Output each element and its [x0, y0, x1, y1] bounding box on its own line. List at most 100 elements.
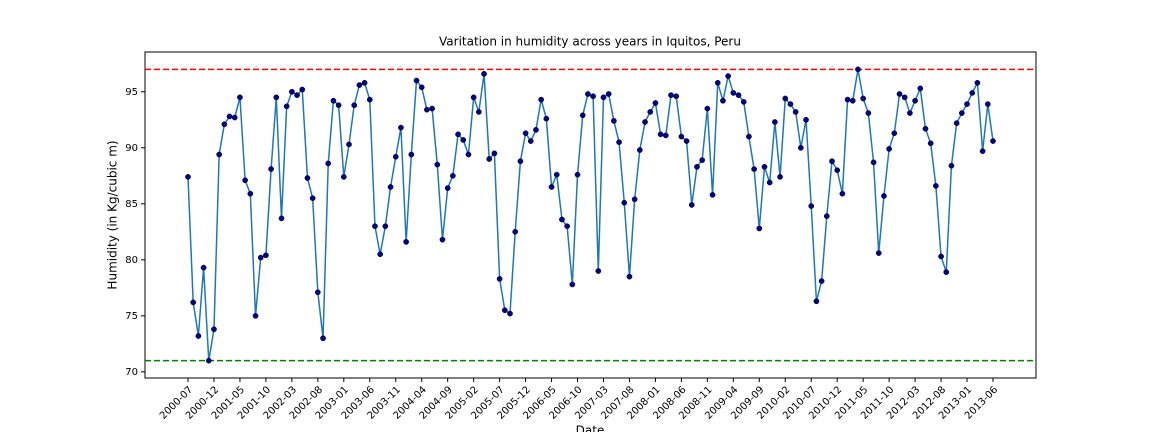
point: [263, 252, 269, 259]
point: [626, 273, 633, 280]
point: [808, 203, 815, 209]
point: [735, 92, 742, 98]
point: [517, 158, 524, 165]
point: [865, 110, 872, 116]
point: [761, 163, 768, 170]
plot-frame: [144, 51, 1037, 379]
point: [273, 94, 280, 101]
point: [694, 163, 700, 170]
point: [652, 100, 659, 106]
point: [398, 124, 404, 131]
point: [439, 236, 446, 243]
point: [709, 191, 716, 198]
point: [699, 157, 706, 163]
point: [190, 299, 197, 306]
point: [870, 159, 877, 166]
point: [325, 160, 332, 167]
point: [912, 97, 918, 104]
point: [538, 96, 545, 103]
point: [320, 335, 326, 342]
point: [221, 121, 228, 128]
point: [803, 116, 809, 123]
point: [860, 95, 867, 102]
point: [647, 109, 654, 115]
point: [465, 151, 472, 158]
point: [424, 106, 430, 113]
point: [579, 112, 586, 119]
y-tick-label: 85: [125, 199, 138, 210]
point: [351, 102, 358, 109]
y-tick-label: 90: [125, 143, 138, 154]
point: [553, 171, 560, 178]
point: [413, 77, 420, 84]
point: [216, 151, 223, 158]
point: [226, 113, 233, 120]
point: [823, 213, 830, 219]
point: [974, 79, 981, 86]
point: [704, 105, 711, 112]
point: [839, 190, 846, 197]
point: [922, 125, 929, 132]
point: [720, 97, 726, 104]
point: [683, 138, 690, 144]
point: [891, 130, 898, 137]
point: [730, 90, 737, 96]
point: [564, 223, 570, 230]
point: [979, 148, 986, 154]
point: [392, 153, 399, 160]
point: [330, 97, 337, 104]
point: [185, 174, 191, 180]
point: [855, 66, 861, 73]
point: [340, 174, 347, 180]
point: [766, 179, 773, 186]
point: [231, 114, 238, 121]
point: [418, 84, 425, 91]
point: [636, 147, 643, 153]
point: [372, 223, 378, 230]
y-tick-label: 75: [125, 311, 138, 322]
point: [434, 161, 441, 168]
point: [403, 239, 409, 245]
point: [377, 251, 384, 258]
point: [268, 166, 274, 172]
point: [481, 70, 487, 77]
point: [917, 85, 924, 92]
point: [964, 101, 970, 107]
point: [673, 93, 680, 100]
point: [938, 253, 944, 260]
point: [346, 141, 352, 148]
point: [237, 94, 243, 101]
point: [901, 94, 908, 101]
point: [777, 174, 783, 180]
point: [600, 94, 607, 101]
point: [252, 312, 259, 319]
point: [195, 333, 202, 339]
point: [621, 199, 628, 206]
point: [631, 196, 638, 203]
y-tick-label: 95: [125, 87, 138, 98]
point: [470, 94, 477, 101]
point: [792, 109, 799, 115]
point: [533, 127, 539, 133]
point: [678, 133, 685, 140]
point: [881, 193, 887, 199]
point: [933, 183, 939, 189]
point: [969, 90, 976, 96]
point: [501, 307, 508, 314]
point: [242, 177, 248, 184]
chart-title: Varitation in humidity across years in I…: [439, 35, 741, 49]
point: [875, 250, 882, 256]
point: [512, 228, 519, 235]
point: [314, 289, 321, 296]
point: [984, 101, 991, 107]
point: [475, 109, 482, 115]
point: [408, 151, 415, 158]
point: [958, 110, 965, 116]
point: [527, 138, 534, 144]
y-axis-label: Humidity (in Kg/cubic m): [106, 140, 120, 289]
point: [491, 150, 498, 157]
point: [611, 118, 617, 124]
point: [953, 120, 960, 126]
point: [455, 131, 461, 138]
